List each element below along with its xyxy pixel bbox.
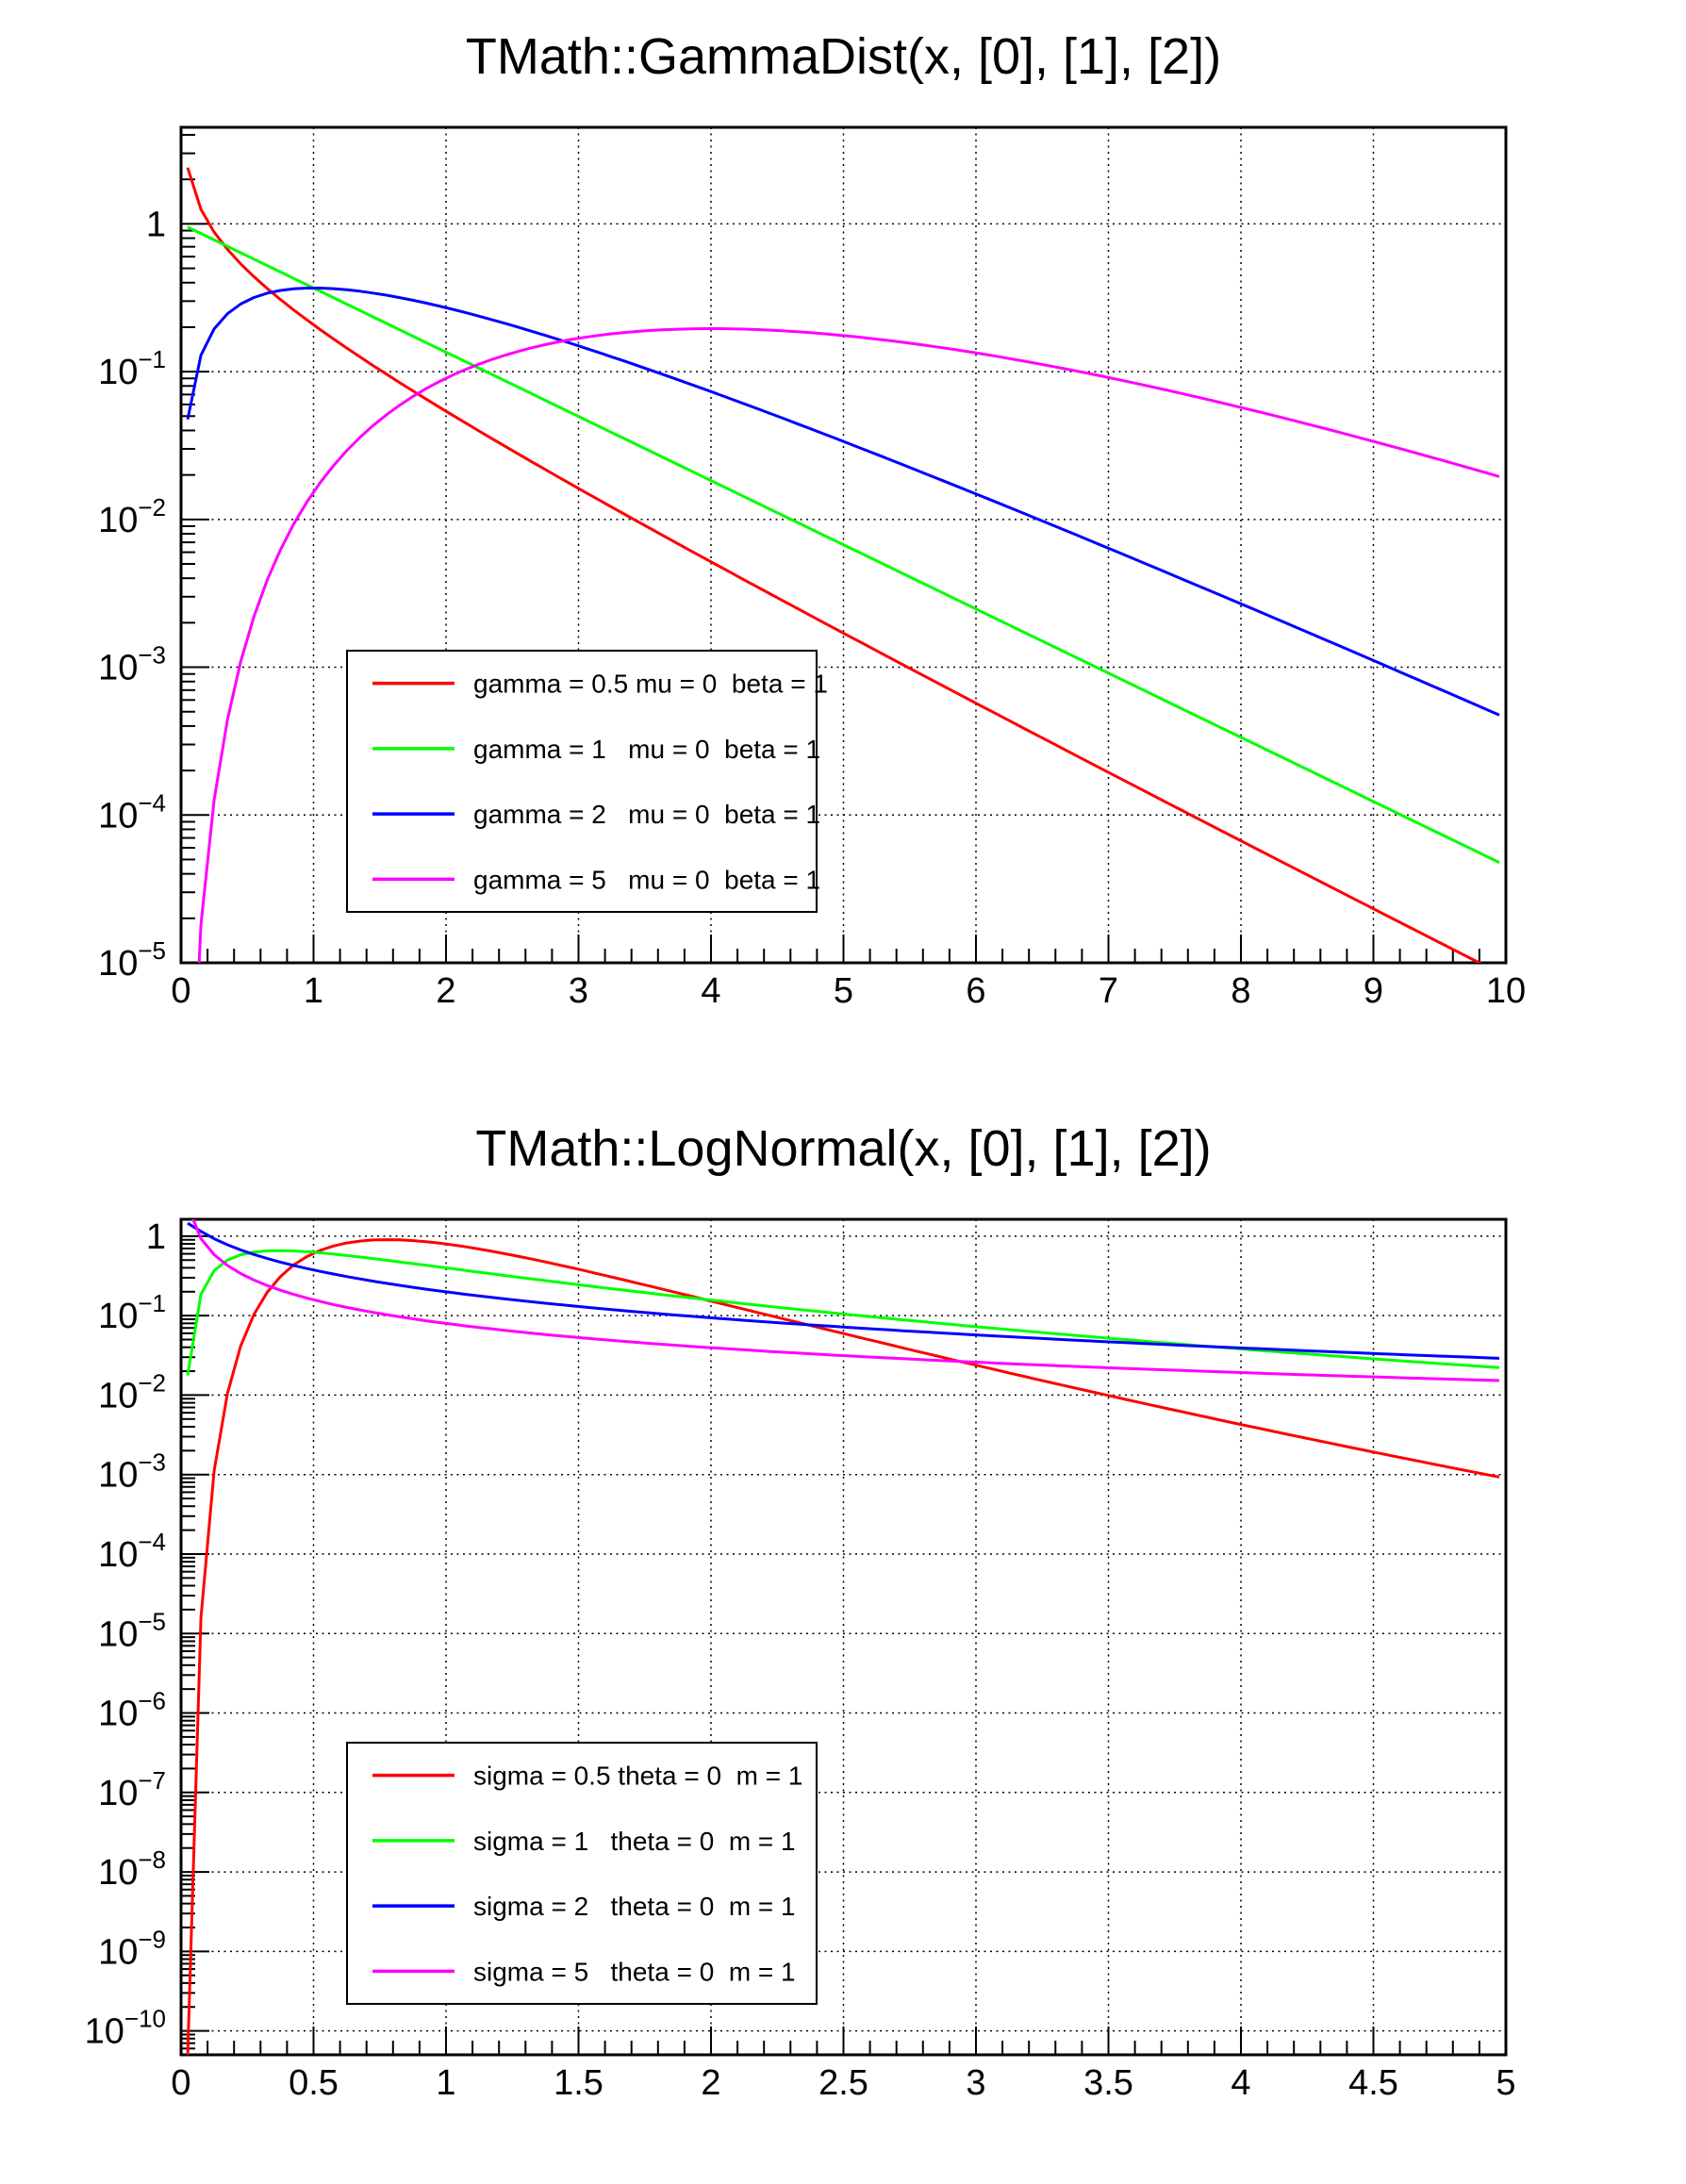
legend-label: sigma = 1 theta = 0 m = 1	[473, 1827, 796, 1856]
y-tick-label: 10−3	[98, 1448, 166, 1496]
y-tick-label: 10−2	[98, 493, 166, 540]
x-tick-label: 2	[436, 971, 455, 1011]
curve-sigma-0.5	[186, 1238, 1500, 2055]
legend-box	[346, 650, 818, 913]
y-tick-label: 10−3	[98, 641, 166, 688]
x-tick-label: 10	[1486, 971, 1526, 1011]
gammadist-plot: 0 1 2 3 4 5 6 7 8 9 10 1 10−1 10−2 10−3 10−4 10−5 gamma =…	[98, 125, 1526, 1011]
x-tick-label: 4	[701, 971, 720, 1011]
lognormal-title: TMath::LogNormal(x, [0], [1], [2])	[475, 1120, 1212, 1177]
x-tick-label: 0.5	[289, 2063, 339, 2103]
x-tick-label: 0	[171, 971, 190, 1011]
y-tick-label: 10−8	[98, 1845, 166, 1893]
curve-gamma-5	[197, 327, 1500, 963]
legend-entry: gamma = 0.5 mu = 0 beta = 1	[372, 670, 828, 699]
curve-sigma-5	[191, 1219, 1500, 1382]
legend-entry: sigma = 0.5 theta = 0 m = 1	[372, 1762, 802, 1791]
x-tick-label: 7	[1099, 971, 1118, 1011]
y-tick-label: 10−7	[98, 1766, 166, 1813]
legend-label: gamma = 1 mu = 0 beta = 1	[473, 735, 820, 764]
x-tick-label: 3	[966, 2063, 985, 2103]
legend-label: sigma = 2 theta = 0 m = 1	[473, 1892, 796, 1921]
y-tick-label: 10−4	[98, 1528, 166, 1575]
gammadist-title: TMath::GammaDist(x, [0], [1], [2])	[465, 28, 1222, 85]
y-tick-label: 10−2	[98, 1368, 166, 1415]
legend-label: gamma = 5 mu = 0 beta = 1	[473, 865, 820, 894]
curve-sigma-1	[186, 1249, 1500, 1376]
x-tick-label: 2	[701, 2063, 720, 2103]
x-tick-label: 5	[834, 971, 853, 1011]
legend-label: gamma = 0.5 mu = 0 beta = 1	[473, 670, 828, 699]
y-tick-label: 10−1	[98, 345, 166, 392]
y-tick-label: 10−5	[98, 936, 166, 984]
legend-entry: sigma = 2 theta = 0 m = 1	[372, 1892, 796, 1921]
legend: sigma = 0.5 theta = 0 m = 1 sigma = 1 the…	[346, 1742, 818, 2005]
y-tick-label: 1	[146, 1217, 166, 1257]
legend-label: sigma = 5 theta = 0 m = 1	[473, 1957, 796, 1986]
x-tick-label: 5	[1496, 2063, 1515, 2103]
x-tick-label: 2.5	[818, 2063, 868, 2103]
legend-entry: gamma = 5 mu = 0 beta = 1	[372, 865, 820, 894]
curve-gamma-1	[187, 225, 1500, 864]
legend-entry: sigma = 5 theta = 0 m = 1	[372, 1957, 796, 1986]
x-tick-label: 3.5	[1083, 2063, 1133, 2103]
y-tick-label: 10−6	[98, 1687, 166, 1734]
curve-sigma-2	[187, 1221, 1500, 1360]
pad-lognormal: TMath::LogNormal(x, [0], [1], [2]) 0 0.5 1…	[0, 1092, 1686, 2184]
lognormal-plot: 0 0.5 1 1.5 2 2.5 3 3.5 4 4.5 5 1 10−1 10−2 10−3 10−4 10…	[85, 1217, 1516, 2103]
x-tick-label: 1.5	[554, 2063, 603, 2103]
x-tick-label: 8	[1231, 971, 1250, 1011]
curve-gamma-2	[186, 287, 1500, 717]
legend-entry: gamma = 1 mu = 0 beta = 1	[372, 735, 820, 764]
x-tick-label: 3	[569, 971, 588, 1011]
x-tick-label: 0	[171, 2063, 190, 2103]
legend-entry: gamma = 2 mu = 0 beta = 1	[372, 800, 820, 829]
y-tick-label: 1	[146, 205, 166, 244]
x-tick-label: 4.5	[1348, 2063, 1398, 2103]
x-tick-label: 9	[1364, 971, 1383, 1011]
legend-label: sigma = 0.5 theta = 0 m = 1	[473, 1762, 802, 1791]
curve-gamma-0.5	[186, 167, 1483, 963]
y-tick-label: 10−5	[98, 1607, 166, 1654]
x-tick-label: 1	[436, 2063, 455, 2103]
legend-label: gamma = 2 mu = 0 beta = 1	[473, 800, 820, 829]
x-tick-label: 1	[304, 971, 323, 1011]
y-tick-label: 10−10	[85, 2005, 166, 2052]
y-tick-label: 10−1	[98, 1289, 166, 1336]
legend-box	[346, 1742, 818, 2005]
x-tick-label: 6	[966, 971, 985, 1011]
y-tick-label: 10−9	[98, 1925, 166, 1972]
legend-entry: sigma = 1 theta = 0 m = 1	[372, 1827, 796, 1856]
y-tick-label: 10−4	[98, 788, 166, 836]
legend: gamma = 0.5 mu = 0 beta = 1 gamma = 1 mu …	[346, 650, 828, 913]
x-tick-label: 4	[1231, 2063, 1250, 2103]
